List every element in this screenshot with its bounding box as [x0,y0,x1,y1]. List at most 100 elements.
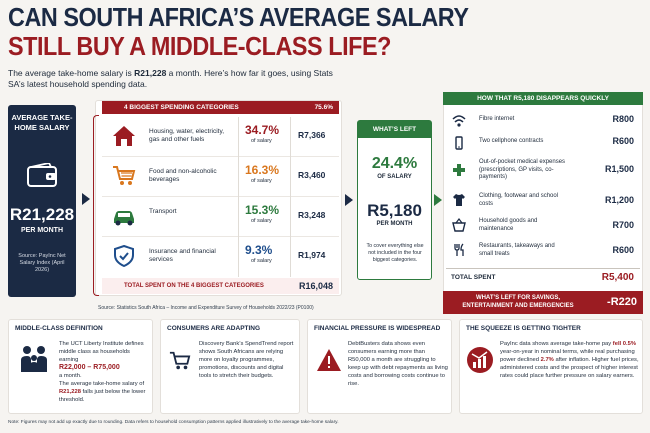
whats-left-note: To cover everything else not included in… [366,243,424,263]
disappears-item-name: Two cellphone contracts [479,138,544,144]
wifi-icon [452,115,466,127]
arrow-right-icon [434,194,442,206]
disappears-total-label: TOTAL SPENT [451,274,496,281]
car-icon [114,211,134,226]
disappears-header: HOW THAT R5,180 DISAPPEARS QUICKLY [443,92,643,105]
medical-cross-icon [453,164,465,176]
category-amount: R3,460 [298,170,326,180]
card-text-part: after inflation. Higher fuel prices, adm… [500,357,639,379]
salary-amount: R21,228 [9,205,75,224]
disappears-item-name: Restaurants, takeaways and small treats [479,243,555,257]
card-text-part: falls just below the lower threshold. [59,389,146,403]
salary-box: AVERAGE TAKE-HOME SALARY R21,228 PER MON… [8,105,76,297]
disappears-item-name: Fibre internet [479,116,515,122]
card-text-part: PayInc data shows average take-home pay [500,341,613,347]
disappears-item-value: R1,200 [604,195,634,205]
divider [102,236,339,237]
whats-left-of-salary: OF SALARY [377,174,412,180]
phone-icon [455,136,463,150]
card-consumers: CONSUMERS ARE ADAPTING Discovery Bank’s … [160,319,300,414]
card-text: Discovery Bank’s SpendTrend report shows… [199,341,294,379]
subtitle-amount: R21,228 [134,68,167,78]
salary-source: Source: PayInc Net Salary Index (April 2… [18,253,66,273]
divider [446,268,640,269]
category-of-salary: of salary [251,138,272,144]
categories-total-value: R16,048 [298,281,333,291]
divider [290,117,291,277]
cart-icon [169,351,191,370]
card-range: R22,000 – R75,000 [59,364,120,371]
category-pct: 9.3% [245,243,273,257]
page-title-line2: STILL BUY A MIDDLE-CLASS LIFE? [8,31,392,61]
disappears-left-label: WHAT’S LEFT FOR SAVINGS, ENTERTAINMENT A… [462,295,574,309]
card-title: THE SQUEEZE IS GETTING TIGHTER [466,325,581,332]
disappears-row: Fibre internet R800 [446,113,640,133]
category-amount: R7,366 [298,130,326,140]
category-of-salary: of salary [251,258,272,264]
categories-total-label: TOTAL SPENT ON THE 4 BIGGEST CATEGORIES [124,283,264,289]
category-pct: 15.3% [245,203,280,217]
warning-icon [317,349,341,371]
category-row-food: Food and non-alcoholic beverages 16.3% o… [102,157,339,195]
card-text-part: The UCT Liberty Institute defines middle… [59,341,144,363]
card-text: PayInc data shows average take-home pay … [500,340,640,380]
cutlery-icon [454,243,464,256]
salary-per-month: PER MONTH [21,227,63,234]
arrow-right-icon [82,193,90,205]
page-subtitle: The average take-home salary is R21,228 … [8,68,338,90]
shield-icon [114,245,134,267]
category-name: Insurance and financial services [149,248,216,263]
card-text: DebtBusters data shows even consumers ea… [348,341,448,387]
arrow-right-icon [345,194,353,206]
card-text-part: a month. [59,373,82,379]
divider [238,117,239,277]
wallet-icon [27,163,57,187]
whats-left-box: WHAT’S LEFT 24.4% OF SALARY R5,180 PER M… [357,120,432,280]
category-row-transport: Transport 15.3% of salary R3,248 [102,197,339,235]
category-of-salary: of salary [251,178,272,184]
shirt-icon [453,194,465,206]
page-title-line1: CAN SOUTH AFRICA’S AVERAGE SALARY [8,2,469,32]
whats-left-per-month: PER MONTH [376,221,413,227]
disappears-item-value: R600 [612,245,634,255]
footnote: Note: Figures may not add up exactly due… [8,420,339,425]
categories-header-pct: 75.6% [314,104,333,111]
subtitle-text-1: The average take-home salary is [8,68,135,78]
card-text-part: year-on-year in nominal terms, while rea… [500,349,635,363]
categories-bracket [93,115,99,296]
basket-icon [452,218,466,232]
salary-label: AVERAGE TAKE-HOME SALARY [11,113,73,132]
divider [102,156,339,157]
card-middle-class: MIDDLE-CLASS DEFINITION The UCT Liberty … [8,319,153,414]
category-pct: 16.3% [245,163,280,177]
category-row-insurance: Insurance and financial services 9.3% of… [102,237,339,275]
categories-panel [95,100,342,296]
disappears-item-value: R600 [612,136,634,146]
card-title: FINANCIAL PRESSURE IS WIDESPREAD [314,325,441,332]
card-title: CONSUMERS ARE ADAPTING [167,325,261,332]
disappears-row: Two cellphone contracts R600 [446,135,640,155]
categories-header-title: 4 BIGGEST SPENDING CATEGORIES [124,104,239,111]
category-name: Housing, water, electricity, gas and oth… [149,128,225,143]
subtitle-text-2: a month. Here’s how far it goes, using S… [8,68,333,89]
category-of-salary: of salary [251,218,272,224]
declining-chart-icon [467,347,493,373]
category-amount: R3,248 [298,210,326,220]
disappears-left-value: -R220 [607,296,637,308]
card-highlight: 2.7% [540,357,554,363]
disappears-row: Restaurants, takeaways and small treats … [446,240,640,262]
house-icon [113,126,135,146]
category-name: Transport [149,208,177,215]
categories-total-bar: TOTAL SPENT ON THE 4 BIGGEST CATEGORIES … [102,278,339,294]
category-name: Food and non-alcoholic beverages [149,168,217,183]
disappears-item-name: Out-of-pocket medical expenses (prescrip… [479,159,566,180]
disappears-row: Clothing, footwear and school costs R1,2… [446,190,640,212]
whats-left-header: WHAT’S LEFT [358,121,431,138]
disappears-item-value: R1,500 [604,164,634,174]
disappears-total-value: R5,400 [601,272,634,283]
whats-left-pct: 24.4% [371,155,418,172]
disappears-total: TOTAL SPENT R5,400 [446,271,640,285]
disappears-item-name: Clothing, footwear and school costs [479,193,559,207]
family-icon [21,346,47,372]
card-amount: R21,228 [59,389,81,395]
